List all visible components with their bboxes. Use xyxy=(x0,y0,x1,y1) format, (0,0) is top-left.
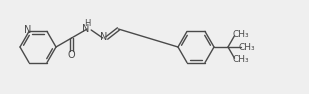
Text: N: N xyxy=(83,24,90,33)
Text: CH₃: CH₃ xyxy=(232,30,249,39)
Text: CH₃: CH₃ xyxy=(239,42,255,52)
Text: O: O xyxy=(68,50,75,61)
Text: H: H xyxy=(84,19,90,28)
Text: CH₃: CH₃ xyxy=(232,55,249,64)
Text: N: N xyxy=(100,32,108,42)
Text: N: N xyxy=(24,25,32,35)
